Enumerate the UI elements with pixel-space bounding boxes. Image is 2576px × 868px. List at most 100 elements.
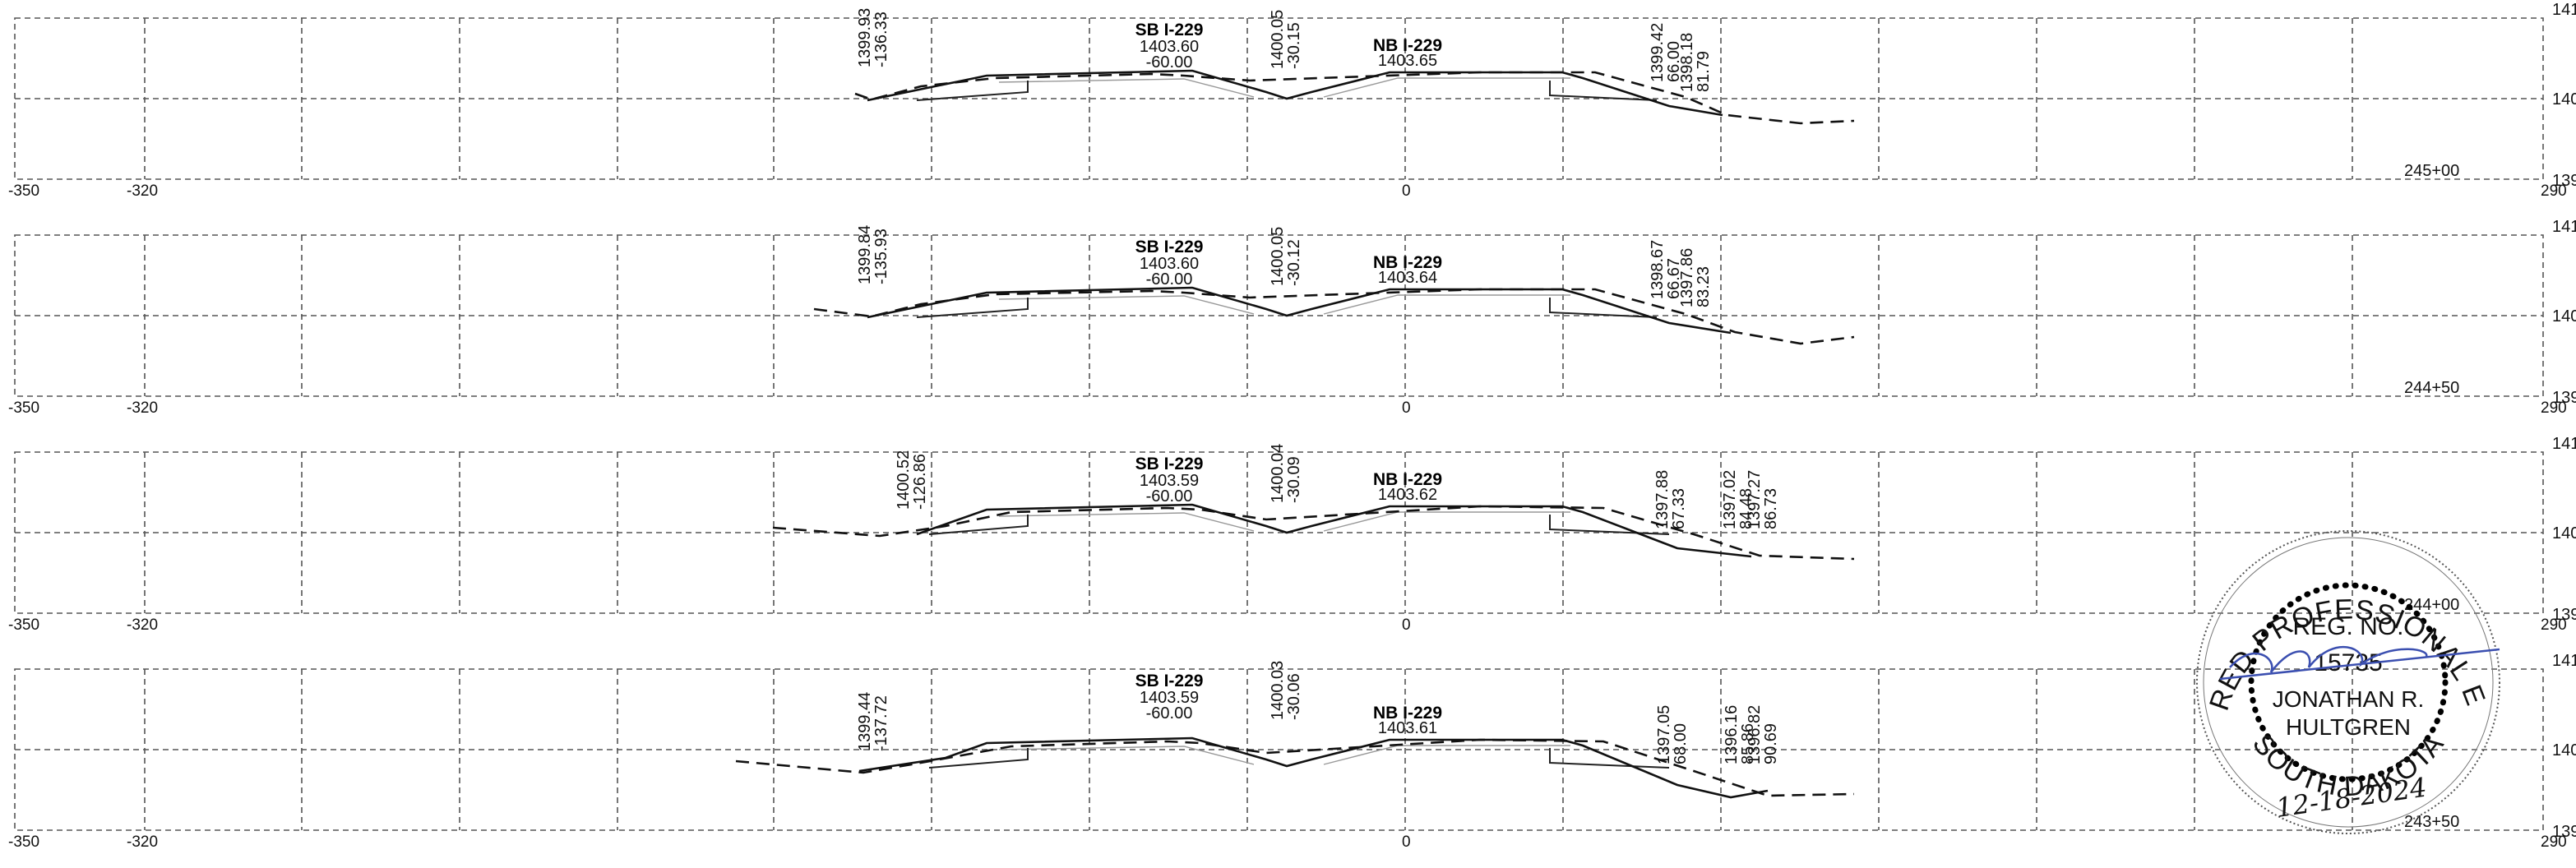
nb-roadway-label: NB I-229 <box>1373 36 1442 55</box>
elevation-label-1410: 1410 <box>2552 652 2576 670</box>
right-catch-point-offset: 85.86 <box>1739 723 1757 764</box>
nb-elevation: 1403.65 <box>1378 52 1437 70</box>
nb-elevation: 1403.64 <box>1378 269 1437 287</box>
offset-label-centerline: 0 <box>1402 182 1411 200</box>
right-catch-point-elevation: 1397.05 <box>1655 705 1673 764</box>
seal-name-line-2: HULTGREN <box>2286 714 2411 740</box>
right-catch-point-offset: 81.79 <box>1695 51 1713 92</box>
sb-roadway-label: SB I-229 <box>1135 672 1204 690</box>
sb-offset: -60.00 <box>1146 487 1193 506</box>
station-label: 244+50 <box>2404 379 2459 397</box>
sb-roadway-label: SB I-229 <box>1135 455 1204 473</box>
offset-label-left: -350 <box>8 616 39 634</box>
subgrade-line-right <box>1323 77 1570 98</box>
existing-ground-line <box>772 505 1855 561</box>
shoulder-section-right <box>1549 81 1658 101</box>
sb-offset: -60.00 <box>1146 704 1193 723</box>
right-catch-point-elevation: 1397.88 <box>1653 470 1672 529</box>
shoulder-section-left <box>928 515 1029 535</box>
right-catch-point-elevation: 1399.42 <box>1649 23 1667 82</box>
left-catch-point-offset: -126.86 <box>911 454 929 510</box>
left-catch-point-elevation: 1399.44 <box>856 692 874 751</box>
existing-ground-line <box>735 738 1855 797</box>
sb-roadway-label: SB I-229 <box>1135 238 1204 256</box>
sb-elevation: 1403.59 <box>1140 689 1199 707</box>
offset-label-right: 290 <box>2541 182 2567 200</box>
station-label: 245+00 <box>2404 162 2459 180</box>
engineer-seal: REGISTERED PROFESSIONAL ENGINEERSOUTH DA… <box>0 0 2500 834</box>
right-catch-point-offset: 83.23 <box>1695 266 1713 307</box>
ditch-elevation: 1400.03 <box>1269 661 1287 720</box>
sb-offset: -60.00 <box>1146 270 1193 289</box>
station-label: 244+00 <box>2404 596 2459 614</box>
proposed-grade-line <box>858 736 1769 799</box>
subgrade-line-left <box>998 295 1255 315</box>
offset-label-centerline: 0 <box>1402 399 1411 417</box>
seal-ring-line <box>2203 537 2494 828</box>
right-catch-point-elevation: 1398.18 <box>1678 33 1696 92</box>
existing-ground-line <box>813 288 1855 345</box>
subgrade-line-right <box>1323 511 1570 532</box>
offset-label-right: 290 <box>2541 833 2567 851</box>
ditch-elevation: 1400.05 <box>1269 10 1287 69</box>
subgrade-line-right <box>1323 294 1570 315</box>
elevation-label-1410: 1410 <box>2552 218 2576 236</box>
offset-label-right: 290 <box>2541 616 2567 634</box>
sb-roadway-label: SB I-229 <box>1135 21 1204 39</box>
right-catch-point-offset: 90.69 <box>1762 723 1780 764</box>
elevation-label-1410: 1410 <box>2552 435 2576 453</box>
elevation-label-1400: 1400 <box>2552 524 2576 542</box>
seal-ring-top-text: REGISTERED PROFESSIONAL ENGINEER <box>0 0 2490 714</box>
nb-roadway-label: NB I-229 <box>1373 253 1442 272</box>
offset-label-centerline: 0 <box>1402 833 1411 851</box>
sb-elevation: 1403.60 <box>1140 38 1199 56</box>
handwritten-signature <box>2219 645 2500 681</box>
right-catch-point-offset: 66.00 <box>1665 41 1683 82</box>
ditch-elevation: 1400.04 <box>1269 444 1287 503</box>
left-catch-point-elevation: 1400.52 <box>895 450 913 510</box>
nb-roadway-label: NB I-229 <box>1373 470 1442 489</box>
nb-elevation: 1403.61 <box>1378 719 1437 737</box>
shoulder-section-right <box>1549 515 1670 535</box>
elevation-label-1390: 1390 <box>2552 606 2576 624</box>
offset-label-left: -350 <box>8 182 39 200</box>
subgrade-line-right <box>1323 745 1570 765</box>
elevation-label-1400: 1400 <box>2552 307 2576 326</box>
right-catch-point-offset: 66.67 <box>1665 258 1683 299</box>
seal-outer-ring <box>2196 530 2500 834</box>
offset-label-inner: -320 <box>127 833 158 851</box>
right-catch-point-elevation: 1397.27 <box>1746 470 1764 529</box>
sb-elevation: 1403.60 <box>1140 255 1199 273</box>
proposed-grade-line <box>867 286 1732 335</box>
offset-label-right: 290 <box>2541 399 2567 417</box>
sb-elevation: 1403.59 <box>1140 472 1199 490</box>
right-catch-point-offset: 67.33 <box>1670 488 1688 529</box>
right-catch-point-elevation: 1396.16 <box>1723 705 1741 764</box>
ditch-offset: -30.12 <box>1285 239 1303 286</box>
elevation-label-1410: 1410 <box>2552 1 2576 19</box>
ditch-offset: -30.09 <box>1285 456 1303 503</box>
right-catch-point-elevation: 1396.82 <box>1746 705 1764 764</box>
subgrade-line-left <box>998 746 1255 765</box>
seal-dotted-ring <box>2248 582 2449 783</box>
shoulder-section-left <box>928 748 1029 769</box>
sb-offset: -60.00 <box>1146 53 1193 72</box>
existing-ground-line <box>854 71 1855 125</box>
elevation-label-1400: 1400 <box>2552 90 2576 108</box>
offset-label-inner: -320 <box>127 399 158 417</box>
offset-label-inner: -320 <box>127 616 158 634</box>
right-catch-point-offset: 86.73 <box>1762 488 1780 529</box>
elevation-label-1390: 1390 <box>2552 172 2576 190</box>
seal-reg-label: REG. NO. <box>2292 613 2403 640</box>
proposed-grade-line <box>867 69 1723 117</box>
seal-name-line-1: JONATHAN R. <box>2273 686 2425 712</box>
shoulder-section-left <box>916 81 1029 101</box>
subgrade-line-left <box>998 512 1255 532</box>
shoulder-section-right <box>1549 748 1670 769</box>
ditch-offset: -30.15 <box>1285 22 1303 69</box>
elevation-label-1390: 1390 <box>2552 823 2576 841</box>
